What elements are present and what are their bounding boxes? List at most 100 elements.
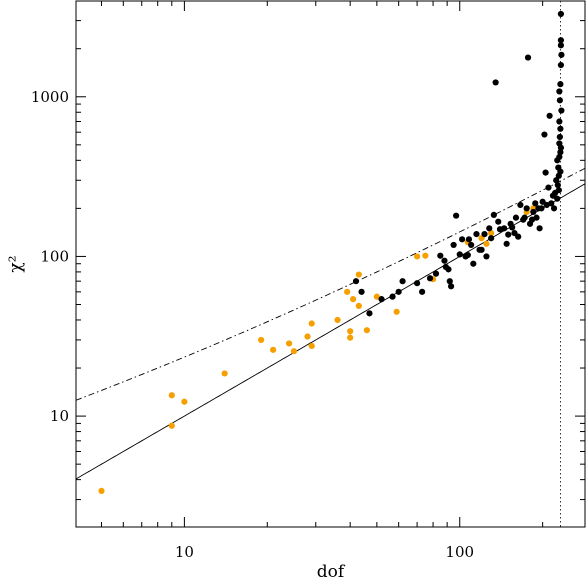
black-data-point (441, 257, 448, 264)
y-tick-label: 10 (50, 407, 69, 425)
data-points (98, 10, 565, 494)
black-data-point (464, 251, 471, 259)
black-data-point (542, 169, 549, 176)
orange-data-point (483, 240, 490, 247)
black-data-point (553, 177, 560, 184)
black-data-point (556, 88, 563, 95)
orange-data-point (414, 253, 421, 260)
black-data-point (554, 195, 561, 202)
orange-data-point (393, 308, 400, 315)
black-data-point (366, 310, 373, 317)
black-data-point (453, 212, 460, 219)
black-data-point (558, 51, 565, 58)
orange-data-point (304, 333, 311, 340)
black-data-point (492, 79, 499, 86)
black-data-point (554, 181, 561, 189)
black-data-point (490, 211, 497, 219)
orange-data-point (373, 293, 380, 300)
black-data-point (557, 125, 564, 132)
black-data-point (556, 97, 563, 104)
reference-lines (75, 1, 586, 527)
black-data-point (395, 288, 402, 295)
orange-data-point (308, 320, 315, 327)
orange-data-point (347, 328, 354, 335)
orange-data-point (181, 398, 188, 405)
y-tick-label: 100 (40, 247, 69, 265)
black-data-point (419, 288, 426, 295)
black-data-point (546, 112, 553, 119)
black-data-point (483, 253, 490, 260)
black-data-point (450, 241, 457, 249)
y-tick-label: 1000 (31, 88, 69, 106)
black-data-point (503, 240, 510, 247)
orange-data-point (355, 271, 362, 278)
black-data-point (495, 218, 502, 225)
line-y-equals-x (75, 183, 586, 480)
black-data-point (550, 205, 558, 212)
black-data-point (557, 37, 565, 44)
orange-data-point (308, 342, 315, 350)
black-data-point (530, 208, 537, 216)
black-data-point (488, 235, 495, 242)
black-data-point (470, 260, 477, 267)
black-data-point (524, 54, 532, 61)
orange-data-point (270, 346, 277, 353)
black-data-point (556, 133, 563, 141)
black-data-point (481, 231, 488, 238)
black-data-point (456, 251, 463, 258)
black-data-point (512, 214, 520, 221)
black-data-point (478, 246, 485, 253)
black-data-point (548, 200, 555, 207)
black-data-point (414, 280, 421, 287)
black-data-point (426, 275, 434, 282)
black-data-point (389, 293, 396, 300)
black-data-point (446, 278, 453, 285)
black-data-point (536, 225, 543, 232)
black-data-point (505, 231, 512, 238)
orange-data-point (221, 370, 228, 377)
x-tick-label: 100 (445, 543, 474, 561)
orange-data-point (350, 296, 357, 303)
black-data-point (533, 214, 540, 221)
orange-data-point (285, 340, 293, 347)
black-data-point (541, 131, 548, 138)
orange-data-point (347, 334, 354, 341)
black-data-point (447, 283, 455, 290)
orange-data-point (355, 302, 362, 309)
black-data-point (486, 225, 493, 232)
black-data-point (515, 233, 522, 240)
orange-data-point (488, 230, 495, 237)
black-data-point (556, 153, 563, 161)
x-axis-label: dof (317, 562, 346, 582)
black-data-point (399, 278, 406, 285)
x-tick-label: 10 (175, 543, 194, 561)
black-data-point (358, 288, 365, 295)
black-data-point (437, 252, 444, 259)
orange-data-point (168, 422, 175, 429)
black-data-point (545, 184, 552, 191)
orange-data-point (422, 252, 429, 259)
black-data-point (445, 266, 452, 273)
black-data-point (523, 205, 530, 212)
black-data-point (556, 118, 563, 125)
black-data-point (432, 270, 440, 277)
black-data-point (468, 241, 475, 249)
orange-data-point (344, 288, 351, 295)
black-data-point (532, 200, 539, 207)
orange-data-point (290, 348, 298, 355)
orange-data-point (258, 336, 265, 344)
black-data-point (538, 205, 545, 212)
orange-data-point (363, 327, 370, 334)
black-data-point (501, 225, 508, 232)
black-data-point (352, 278, 360, 285)
black-data-point (557, 81, 564, 88)
y-axis-label: χ² (6, 255, 26, 272)
black-data-point (557, 61, 565, 69)
black-data-point (557, 168, 564, 175)
black-data-point (555, 187, 562, 194)
axis-ticks: 10 100 10 100 1000 (31, 1, 585, 561)
black-data-point (558, 107, 565, 114)
plot-frame (75, 0, 586, 528)
orange-data-point (168, 392, 175, 399)
